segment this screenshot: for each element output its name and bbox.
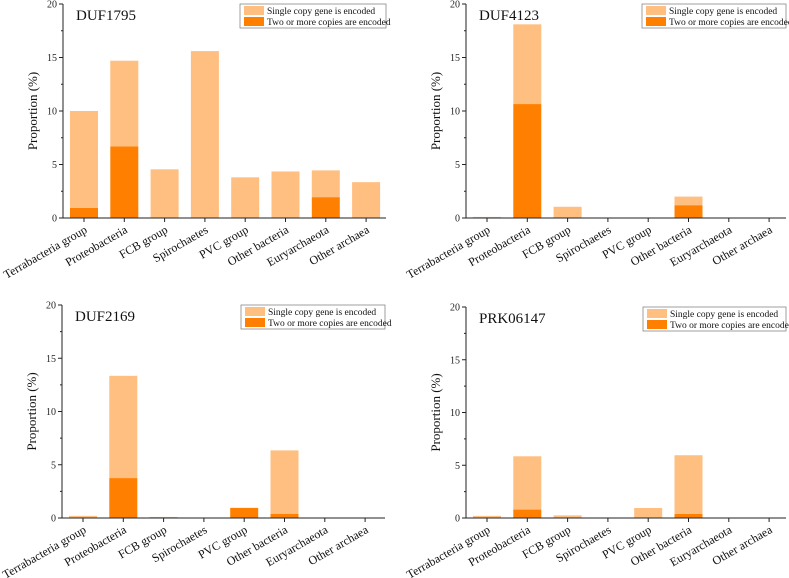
y-tick-label: 15	[46, 354, 56, 365]
legend-label: Two or more copies are encoded	[669, 18, 789, 28]
legend-swatch-multi	[245, 318, 265, 327]
bar-single-5	[270, 450, 299, 514]
y-tick-label: 20	[46, 301, 56, 312]
bar-multi-4	[230, 507, 259, 518]
bar-single-2	[149, 516, 178, 518]
bar-multi-1	[513, 104, 542, 218]
y-tick-label: 15	[450, 355, 460, 366]
legend-label: Two or more copies are encoded	[268, 319, 392, 329]
legend-label: Single copy gene is encoded	[670, 310, 778, 320]
bar-single-1	[513, 24, 542, 105]
legend-swatch-multi	[244, 17, 264, 26]
y-tick-label: 5	[455, 461, 460, 472]
y-tick-label: 10	[47, 107, 57, 118]
chart-title: DUF4123	[479, 8, 539, 24]
bar-multi-1	[109, 478, 138, 518]
y-tick-label: 10	[46, 407, 56, 418]
y-tick-label: 15	[47, 53, 57, 64]
bar-single-2	[553, 515, 582, 518]
bar-multi-0	[70, 207, 98, 218]
legend-swatch-multi	[647, 320, 667, 329]
bar-single-1	[513, 456, 542, 510]
y-tick-label: 15	[450, 53, 460, 64]
y-tick-label: 20	[47, 0, 57, 11]
y-tick-label: 20	[450, 303, 460, 314]
bar-single-1	[110, 60, 139, 147]
chart-title: DUF1795	[76, 8, 136, 24]
bar-multi-5	[674, 205, 703, 218]
legend-label: Two or more copies are encoded	[670, 321, 789, 331]
bar-single-6	[311, 170, 340, 198]
y-axis-label: Proportion (%)	[428, 373, 443, 451]
y-axis-label: Proportion (%)	[428, 72, 443, 150]
bar-single-4	[634, 507, 663, 518]
chart-title: DUF2169	[75, 309, 135, 325]
bar-single-3	[190, 51, 219, 218]
bar-single-5	[271, 171, 300, 218]
legend-swatch-single	[646, 6, 666, 15]
bar-multi-1	[110, 146, 139, 218]
bar-single-0	[473, 216, 501, 218]
bar-single-0	[473, 515, 501, 518]
bar-multi-5	[674, 513, 703, 518]
bar-single-7	[352, 182, 381, 218]
legend-swatch-single	[647, 309, 667, 318]
legend-swatch-multi	[646, 17, 666, 26]
legend-label: Single copy gene is encoded	[267, 7, 375, 17]
bar-single-2	[553, 206, 582, 218]
y-tick-label: 0	[52, 214, 57, 225]
legend-label: Single copy gene is encoded	[669, 7, 777, 17]
y-tick-label: 5	[52, 160, 57, 171]
bar-single-0	[69, 515, 97, 518]
y-tick-label: 0	[455, 214, 460, 225]
bar-single-2	[150, 169, 179, 218]
chart-title: PRK06147	[479, 311, 546, 327]
bar-multi-5	[270, 513, 299, 518]
y-tick-label: 5	[455, 160, 460, 171]
y-tick-label: 10	[450, 107, 460, 118]
bar-single-4	[231, 177, 260, 218]
bar-single-0	[70, 111, 98, 208]
bar-multi-6	[311, 197, 340, 218]
y-tick-label: 20	[450, 0, 460, 11]
bar-single-1	[109, 375, 138, 479]
y-tick-label: 0	[51, 514, 56, 525]
legend-label: Single copy gene is encoded	[268, 308, 376, 318]
legend-label: Two or more copies are encoded	[267, 18, 391, 28]
y-axis-label: Proportion (%)	[25, 72, 40, 150]
legend-box	[239, 3, 387, 29]
legend-swatch-single	[244, 6, 264, 15]
y-tick-label: 5	[51, 460, 56, 471]
y-tick-label: 0	[455, 514, 460, 525]
y-tick-label: 10	[450, 408, 460, 419]
bar-single-5	[674, 196, 703, 206]
y-axis-label: Proportion (%)	[24, 372, 39, 450]
bar-single-5	[674, 455, 703, 514]
legend-swatch-single	[245, 307, 265, 316]
bar-multi-1	[513, 509, 542, 518]
